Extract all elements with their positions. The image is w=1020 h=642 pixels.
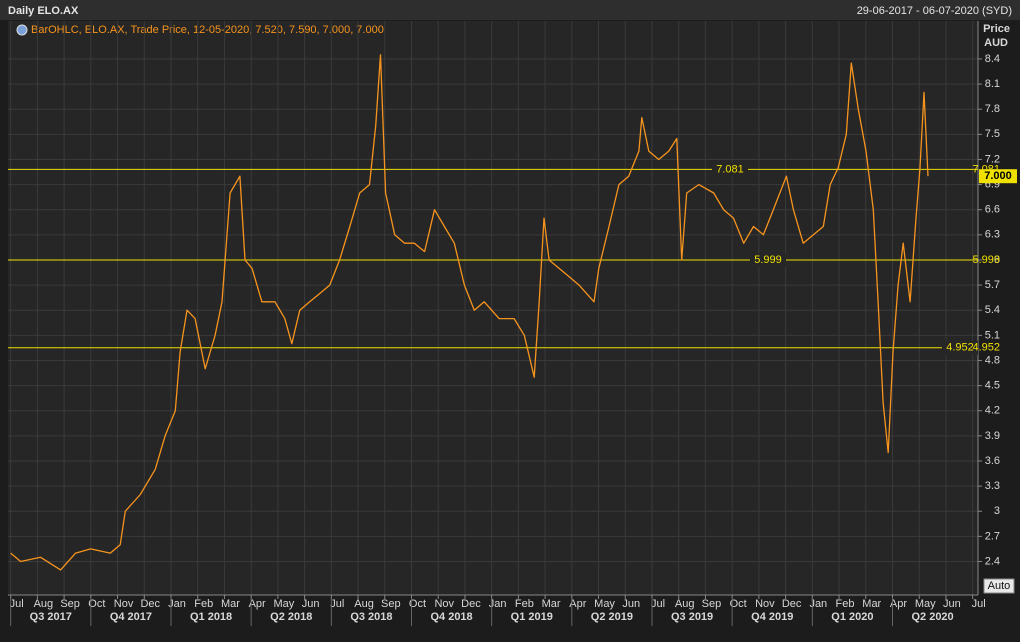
level-label-bg [712, 162, 748, 177]
x-tick-label: Dec [140, 598, 160, 610]
price-line [10, 54, 929, 571]
y-tick-label: 8.1 [985, 78, 1000, 90]
y-axis-label: Price [983, 23, 1010, 35]
x-tick-label: Jul [10, 598, 24, 610]
plot-area [8, 21, 978, 595]
y-tick-label: 2.7 [985, 530, 1000, 542]
x-tick-label: Nov [434, 598, 454, 610]
y-tick-label: 5.1 [985, 329, 1000, 341]
quarter-label: Q1 2019 [511, 611, 553, 623]
auto-button-label[interactable]: Auto [988, 580, 1011, 592]
y-axis-unit: AUD [984, 37, 1008, 49]
y-tick-label: 4.2 [985, 405, 1000, 417]
header-bar [0, 0, 1020, 20]
x-tick-label: Jan [168, 598, 186, 610]
quarter-label: Q2 2018 [270, 611, 312, 623]
quarter-label: Q4 2018 [430, 611, 472, 623]
y-tick-label: 4.8 [985, 354, 1000, 366]
y-tick-label: 5.7 [985, 279, 1000, 291]
x-tick-label: Dec [782, 598, 802, 610]
level-label-bg [750, 253, 786, 268]
x-tick-label: Jul [330, 598, 344, 610]
y-tick-label: 5.4 [985, 304, 1000, 316]
quarter-label: Q1 2018 [190, 611, 232, 623]
x-tick-label: Nov [114, 598, 134, 610]
x-tick-label: Nov [755, 598, 775, 610]
level-label: 7.081 [716, 163, 744, 175]
x-tick-label: Jul [651, 598, 665, 610]
x-tick-label: May [273, 598, 294, 610]
date-range: 29-06-2017 - 06-07-2020 (SYD) [857, 5, 1012, 17]
y-tick-label: 6 [994, 254, 1000, 266]
y-tick-label: 3.3 [985, 480, 1000, 492]
level-axis-label: 4.952 [972, 342, 1000, 354]
x-tick-label: May [594, 598, 615, 610]
quarter-label: Q1 2020 [831, 611, 873, 623]
x-tick-label: Feb [515, 598, 534, 610]
y-tick-label: 3 [994, 505, 1000, 517]
x-tick-label: Aug [354, 598, 374, 610]
x-tick-label: Aug [34, 598, 54, 610]
legend-icon[interactable] [16, 24, 28, 36]
quarter-label: Q3 2017 [30, 611, 72, 623]
x-tick-label: Mar [542, 598, 561, 610]
x-tick-label: Dec [461, 598, 481, 610]
x-tick-label: Jun [943, 598, 961, 610]
x-tick-label: Sep [381, 598, 401, 610]
quarter-label: Q3 2019 [671, 611, 713, 623]
quarter-label: Q4 2017 [110, 611, 152, 623]
level-label: 4.952 [946, 342, 974, 354]
quarter-label: Q3 2018 [350, 611, 392, 623]
auto-button[interactable] [983, 578, 1015, 594]
level-label: 5.999 [754, 254, 782, 266]
y-tick-label: 7.8 [985, 103, 1000, 115]
x-tick-label: May [915, 598, 936, 610]
x-tick-label: Sep [60, 598, 80, 610]
y-tick-label: 6.3 [985, 229, 1000, 241]
y-tick-label: 4.5 [985, 380, 1000, 392]
x-tick-label: Jan [809, 598, 827, 610]
x-tick-label: Oct [730, 598, 747, 610]
x-tick-label: Mar [862, 598, 881, 610]
x-tick-label: Jul [972, 598, 986, 610]
x-tick-label: Feb [194, 598, 213, 610]
y-tick-label: 6.6 [985, 204, 1000, 216]
x-tick-label: Jan [489, 598, 507, 610]
x-tick-label: Apr [569, 598, 586, 610]
x-tick-label: Sep [702, 598, 722, 610]
x-tick-label: Oct [88, 598, 105, 610]
level-label-bg [942, 340, 978, 355]
y-tick-label: 3.9 [985, 430, 1000, 442]
x-tick-label: Oct [409, 598, 426, 610]
quarter-label: Q2 2019 [591, 611, 633, 623]
x-tick-label: Apr [249, 598, 266, 610]
quarter-label: Q4 2019 [751, 611, 793, 623]
legend: BarOHLC, ELO.AX, Trade Price, 12-05-2020… [31, 24, 384, 36]
x-tick-label: Mar [221, 598, 240, 610]
x-tick-label: Jun [302, 598, 320, 610]
y-tick-label: 7.2 [985, 153, 1000, 165]
y-tick-label: 8.4 [985, 53, 1000, 65]
level-axis-label: 5.999 [972, 254, 1000, 266]
y-tick-label: 7.5 [985, 128, 1000, 140]
x-tick-label: Apr [890, 598, 907, 610]
quarter-label: Q2 2020 [911, 611, 953, 623]
x-tick-label: Feb [836, 598, 855, 610]
y-tick-label: 2.4 [985, 555, 1000, 567]
chart-title: Daily ELO.AX [8, 5, 79, 17]
last-price-label: 7.000 [984, 170, 1012, 182]
last-price-tag [979, 169, 1017, 184]
y-tick-label: 3.6 [985, 455, 1000, 467]
x-tick-label: Jun [622, 598, 640, 610]
x-tick-label: Aug [675, 598, 695, 610]
